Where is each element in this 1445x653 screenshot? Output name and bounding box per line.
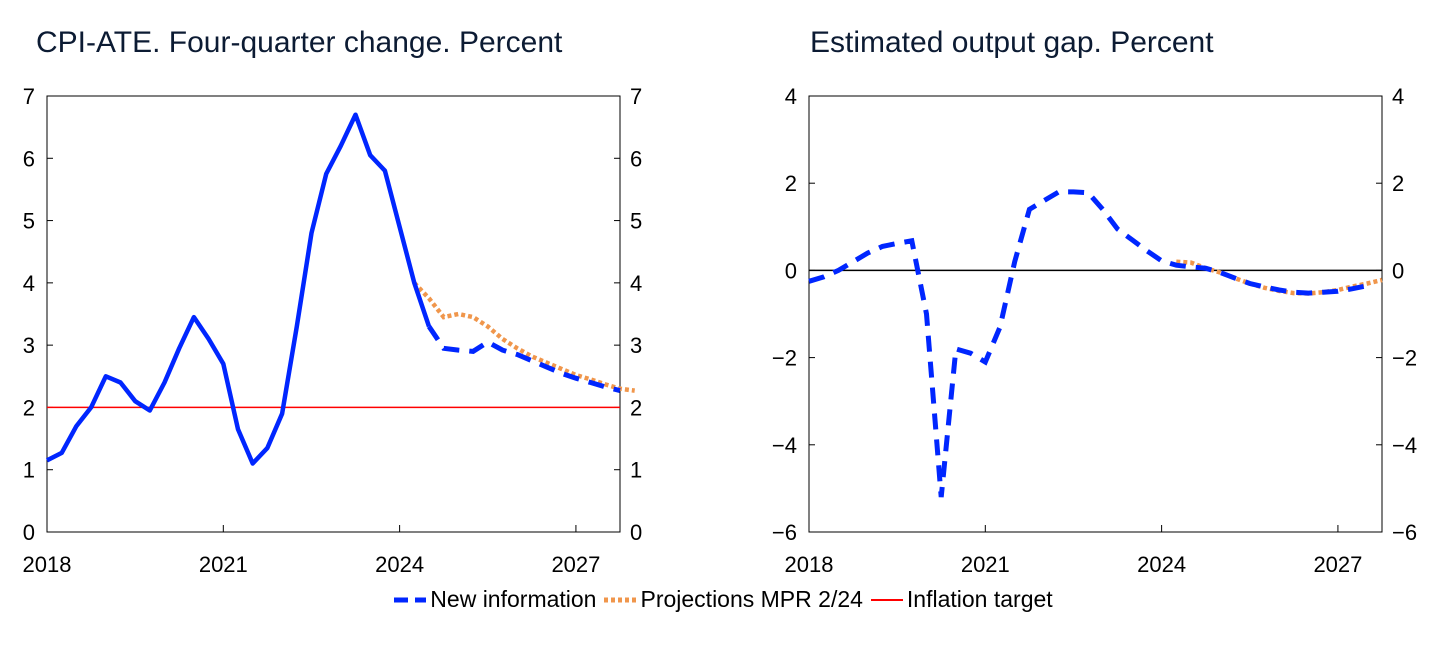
y-tick-label-left: 4	[785, 84, 797, 109]
left-chart-title: CPI-ATE. Four-quarter change. Percent	[36, 26, 563, 59]
x-tick-label: 2018	[785, 552, 834, 577]
y-tick-label-right: 2	[630, 395, 642, 420]
legend: New information Projections MPR 2/24 Inf…	[0, 586, 1445, 613]
x-tick-label: 2021	[199, 552, 248, 577]
series-new-information	[808, 189, 1368, 498]
legend-label: Inflation target	[906, 586, 1053, 612]
legend-item-projections: Projections MPR 2/24	[602, 586, 863, 613]
y-tick-label-right: 4	[630, 271, 642, 296]
x-tick-label: 2024	[1137, 552, 1186, 577]
y-tick-label-right: −4	[1392, 433, 1417, 458]
y-tick-label-right: 5	[630, 209, 642, 234]
y-tick-label-left: 0	[23, 520, 35, 545]
plot-frame	[808, 95, 1383, 533]
y-tick-label-right: 0	[630, 520, 642, 545]
y-tick-label-left: −2	[772, 346, 797, 371]
right-chart-title: Estimated output gap. Percent	[810, 26, 1214, 59]
legend-swatch-dashed	[394, 597, 427, 602]
y-tick-label-left: 6	[23, 146, 35, 171]
chart-1: −6 −6 −4 −4 −2 −2 0 0 2 2 4 4 2018 2021 2024 2027	[772, 84, 1417, 577]
legend-item-new-information: New information	[392, 586, 596, 613]
series-projections	[412, 281, 635, 393]
y-tick-label-left: 0	[785, 258, 797, 283]
y-tick-label-right: 4	[1392, 84, 1404, 109]
y-tick-label-right: −6	[1392, 520, 1417, 545]
y-tick-label-left: 2	[23, 395, 35, 420]
series-new-information	[426, 325, 621, 394]
x-tick-label: 2024	[375, 552, 424, 577]
chart-0: 0 0 1 1 2 2 3 3 4 4 5 5 6 6 7 7 2018 2021 2024 2027	[23, 84, 643, 577]
x-tick-label: 2021	[961, 552, 1010, 577]
y-tick-label-right: 7	[630, 84, 642, 109]
y-tick-label-left: 2	[785, 171, 797, 196]
legend-label: New information	[430, 586, 597, 612]
y-tick-label-left: −4	[772, 433, 797, 458]
y-tick-label-left: 4	[23, 271, 35, 296]
y-tick-label-right: −2	[1392, 346, 1417, 371]
y-tick-label-left: 5	[23, 209, 35, 234]
y-tick-label-left: −6	[772, 520, 797, 545]
y-tick-label-right: 3	[630, 333, 642, 358]
x-tick-label: 2018	[23, 552, 72, 577]
legend-swatch-dotted	[604, 597, 637, 602]
x-tick-label: 2027	[1313, 552, 1362, 577]
legend-item-inflation-target: Inflation target	[869, 586, 1053, 613]
series-new-information-history	[45, 112, 432, 466]
y-tick-label-right: 6	[630, 146, 642, 171]
legend-swatch-solid	[870, 598, 903, 601]
plot-frame	[46, 95, 621, 533]
y-tick-label-left: 7	[23, 84, 35, 109]
x-tick-label: 2027	[551, 552, 600, 577]
y-tick-label-left: 3	[23, 333, 35, 358]
y-tick-label-right: 2	[1392, 171, 1404, 196]
y-tick-label-left: 1	[23, 458, 35, 483]
y-tick-label-right: 0	[1392, 258, 1404, 283]
y-tick-label-right: 1	[630, 458, 642, 483]
legend-label: Projections MPR 2/24	[640, 586, 863, 612]
